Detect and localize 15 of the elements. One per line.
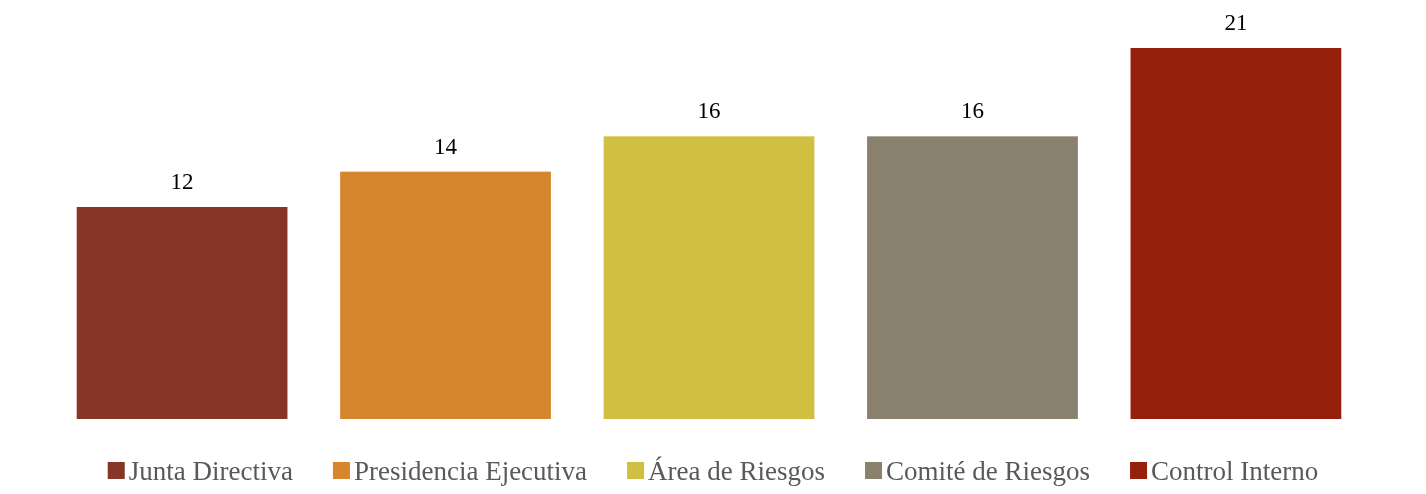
legend-label: Comité de Riesgos	[886, 456, 1091, 486]
legend-label: Área de Riesgos	[648, 456, 826, 486]
data-label: 16	[960, 98, 984, 124]
bar	[867, 136, 1078, 419]
bar	[1130, 48, 1342, 419]
bar	[340, 171, 551, 419]
legend-label: Control Interno	[1151, 456, 1319, 486]
data-label: 16	[697, 98, 721, 124]
data-label: 21	[1224, 10, 1248, 35]
legend-label: Presidencia Ejecutiva	[353, 456, 588, 486]
data-label: 12	[170, 169, 194, 194]
data-label: 14	[434, 133, 458, 159]
bar	[76, 207, 288, 419]
legend-label: Junta Directiva	[128, 456, 293, 486]
bar	[603, 136, 815, 419]
